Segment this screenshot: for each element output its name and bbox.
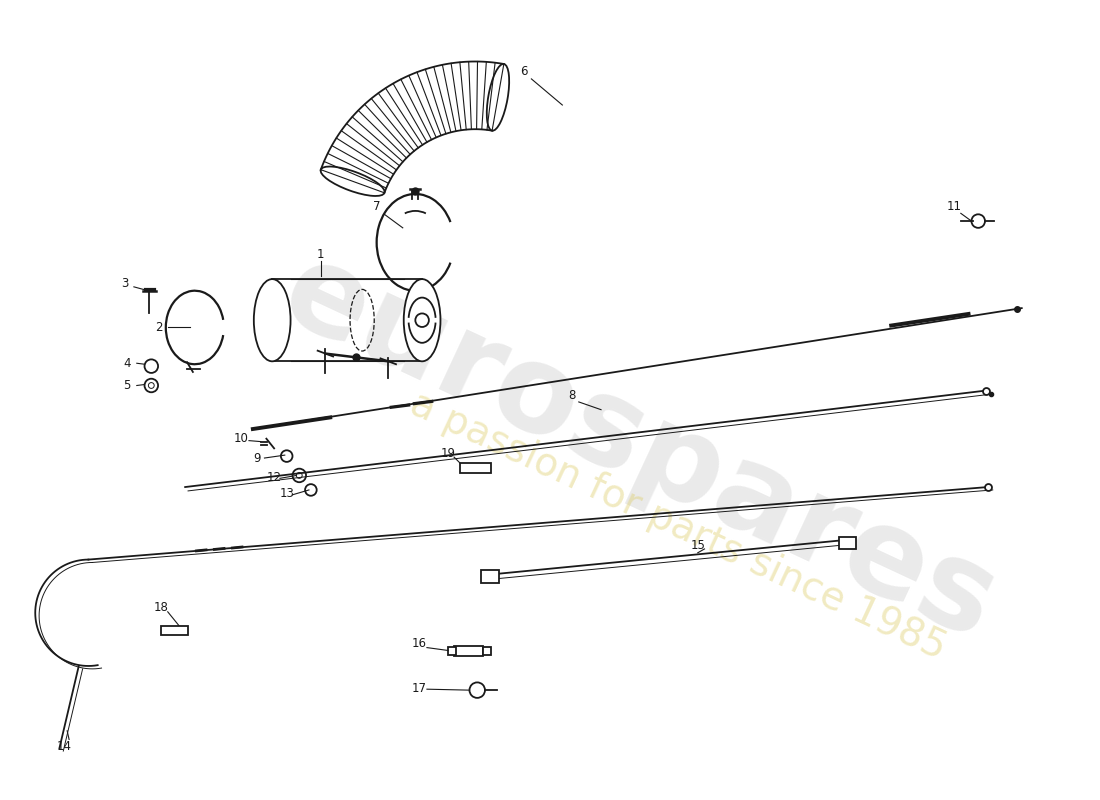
Text: 13: 13 (279, 487, 294, 500)
Text: 1: 1 (317, 249, 324, 262)
Ellipse shape (254, 279, 290, 362)
Text: 14: 14 (57, 740, 72, 753)
Bar (448, 646, 456, 655)
Text: 12: 12 (266, 471, 282, 484)
Circle shape (296, 473, 303, 478)
Text: 15: 15 (691, 538, 705, 551)
Circle shape (293, 469, 306, 482)
Text: 5: 5 (123, 379, 131, 392)
Circle shape (470, 682, 485, 698)
Bar (483, 646, 491, 655)
Text: 18: 18 (154, 602, 168, 614)
Text: 3: 3 (121, 278, 129, 290)
Circle shape (144, 359, 158, 373)
Text: 10: 10 (234, 432, 249, 445)
Text: 8: 8 (569, 389, 575, 402)
Text: 6: 6 (520, 65, 527, 78)
Text: 2: 2 (155, 321, 163, 334)
Circle shape (280, 450, 293, 462)
Circle shape (971, 214, 984, 228)
Bar (839, 538, 857, 549)
Ellipse shape (416, 314, 429, 327)
Text: 11: 11 (946, 200, 961, 213)
Bar (460, 463, 491, 473)
Bar (481, 570, 498, 582)
Bar (161, 626, 188, 635)
Circle shape (305, 484, 317, 496)
Text: a passion for parts since 1985: a passion for parts since 1985 (405, 385, 953, 667)
Ellipse shape (404, 279, 440, 362)
Text: 19: 19 (441, 446, 455, 460)
Circle shape (148, 382, 154, 388)
Text: 7: 7 (373, 200, 381, 213)
Text: eurospares: eurospares (265, 232, 1014, 665)
Text: 16: 16 (411, 638, 427, 650)
Bar (454, 646, 483, 656)
Text: 9: 9 (253, 451, 261, 465)
Text: 4: 4 (123, 357, 131, 370)
Circle shape (144, 378, 158, 392)
Text: 17: 17 (411, 682, 427, 694)
